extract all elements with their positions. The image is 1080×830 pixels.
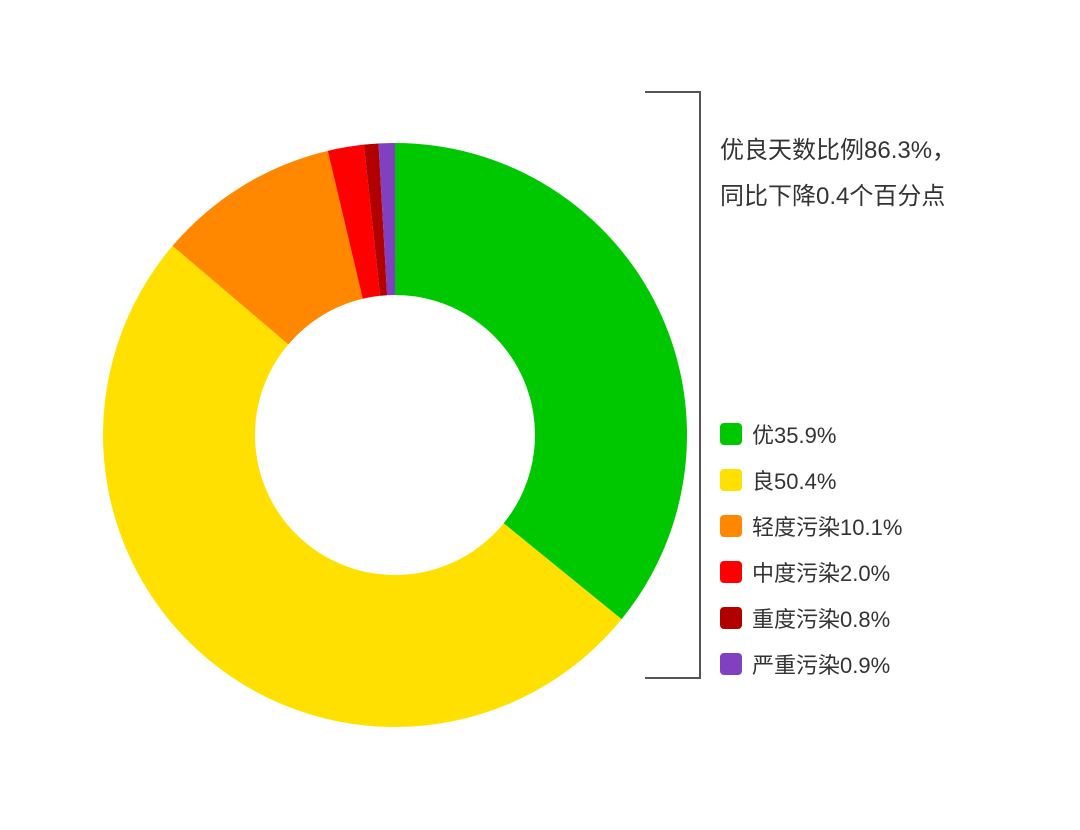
legend-item: 优35.9% bbox=[720, 418, 902, 450]
annotation-bracket bbox=[0, 0, 1080, 830]
legend-item: 轻度污染10.1% bbox=[720, 510, 902, 542]
legend-swatch bbox=[720, 607, 742, 629]
annotation-text: 优良天数比例86.3%， 同比下降0.4个百分点 bbox=[720, 128, 956, 219]
legend-item: 重度污染0.8% bbox=[720, 602, 902, 634]
legend-swatch bbox=[720, 653, 742, 675]
annotation-line-1: 优良天数比例86.3%， bbox=[720, 128, 956, 174]
legend-label: 中度污染2.0% bbox=[752, 556, 890, 588]
legend-item: 严重污染0.9% bbox=[720, 648, 902, 680]
legend-label: 轻度污染10.1% bbox=[752, 510, 902, 542]
legend-item: 中度污染2.0% bbox=[720, 556, 902, 588]
legend: 优35.9% 良50.4% 轻度污染10.1% 中度污染2.0% 重度污染0.8% 严重污… bbox=[720, 418, 902, 694]
legend-label: 严重污染0.9% bbox=[752, 648, 890, 680]
legend-label: 重度污染0.8% bbox=[752, 602, 890, 634]
legend-swatch bbox=[720, 515, 742, 537]
legend-label: 良50.4% bbox=[752, 464, 836, 496]
legend-swatch bbox=[720, 561, 742, 583]
legend-swatch bbox=[720, 423, 742, 445]
legend-label: 优35.9% bbox=[752, 418, 836, 450]
annotation-line-2: 同比下降0.4个百分点 bbox=[720, 174, 956, 220]
legend-swatch bbox=[720, 469, 742, 491]
legend-item: 良50.4% bbox=[720, 464, 902, 496]
